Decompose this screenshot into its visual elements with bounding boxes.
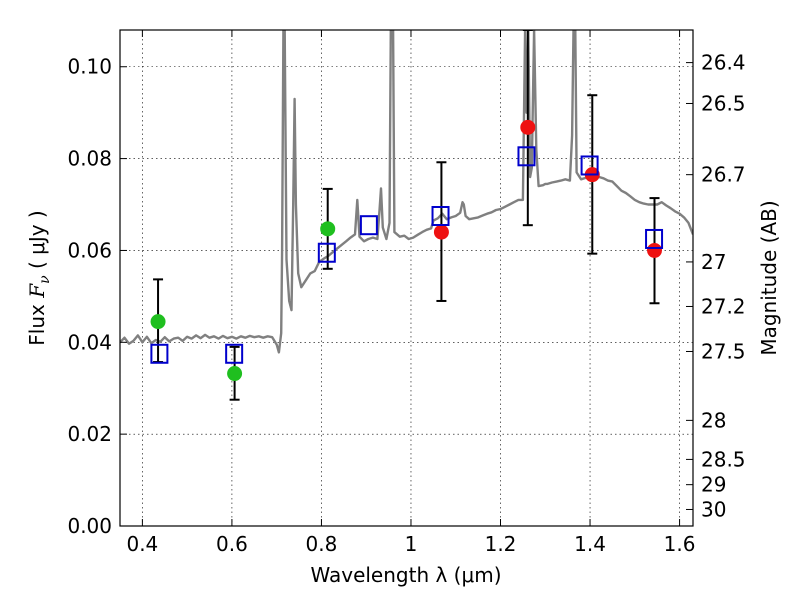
model-box-marker — [225, 343, 244, 364]
y-tick-label: 0.02 — [67, 422, 112, 446]
model-box-marker — [317, 242, 336, 263]
spectrum-layer — [120, 30, 693, 354]
magnitude-tick-label: 28.5 — [701, 447, 746, 471]
y-tick-label: 0.00 — [67, 514, 112, 538]
magnitude-tick-label: 26.7 — [701, 163, 746, 187]
x-tick-label: 0.4 — [126, 532, 158, 556]
model-box-marker — [517, 146, 536, 167]
green-data-point — [150, 314, 166, 330]
y-tick-label: 0.10 — [67, 55, 112, 79]
y-axis-label: Flux Fν ( μJy ) — [25, 210, 53, 345]
x-tick-label: 0.6 — [216, 532, 248, 556]
red-data-point — [647, 242, 663, 258]
green-data-point — [320, 221, 336, 237]
model-box-marker — [431, 206, 450, 226]
magnitude-tick-label: 27.2 — [701, 294, 746, 318]
y-tick-label: 0.06 — [67, 238, 112, 262]
magnitude-tick-label: 27.5 — [701, 339, 746, 363]
magnitude-tick-label: 30 — [701, 497, 726, 521]
y-tick-label: 0.08 — [67, 147, 112, 171]
magnitude-tick-label: 29 — [701, 473, 726, 497]
y-axis-label-symbol: F — [25, 283, 49, 299]
x-tick-label: 1.6 — [664, 532, 696, 556]
plot-frame — [119, 29, 694, 527]
x-axis-label: Wavelength λ (μm) — [310, 563, 501, 587]
magnitude-tick-label: 28 — [701, 408, 726, 432]
x-tick-label: 1.2 — [485, 532, 517, 556]
y2-axis-label: Magnitude (AB) — [757, 200, 781, 355]
model-box-marker — [580, 155, 599, 176]
magnitude-tick-label: 26.4 — [701, 51, 746, 75]
y-axis-label-subscript: ν — [37, 275, 53, 284]
x-tick-label: 0.8 — [306, 532, 338, 556]
y-axis-label-suffix: ( μJy ) — [25, 210, 49, 275]
magnitude-tick-label: 27 — [701, 250, 726, 274]
magnitude-tick-label: 26.5 — [701, 91, 746, 115]
y-tick-label: 0.04 — [67, 330, 112, 354]
x-axis-ticks: 0.4 0.6 0.8 1 1.2 1.4 1.6 — [126, 30, 695, 556]
red-data-point — [520, 119, 536, 135]
red-data-point — [433, 224, 449, 240]
y-axis-ticks: 0.00 0.02 0.04 0.06 0.08 0.10 — [67, 55, 127, 538]
model-box-marker — [359, 215, 378, 236]
x-tick-label: 1.4 — [574, 532, 606, 556]
spectrum-line — [120, 30, 693, 354]
y-axis-label-prefix: Flux — [25, 298, 49, 346]
data-points — [150, 119, 664, 382]
model-box-marker — [150, 343, 169, 364]
model-box-marker — [645, 228, 664, 249]
green-data-point — [227, 366, 243, 382]
x-tick-label: 1 — [405, 532, 418, 556]
